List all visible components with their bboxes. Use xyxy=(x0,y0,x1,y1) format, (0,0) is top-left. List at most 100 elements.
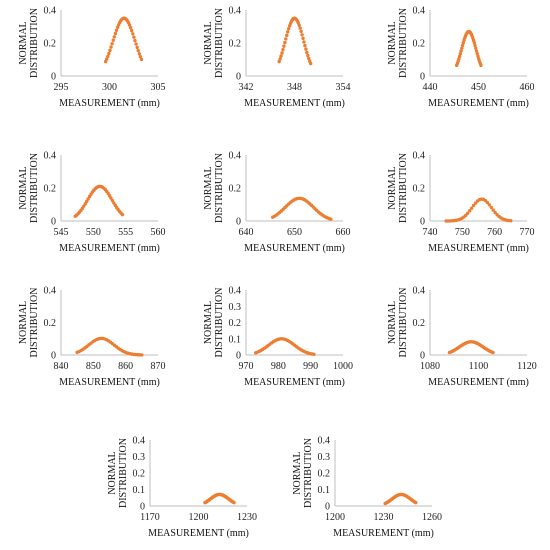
y-tick-label: 0.2 xyxy=(413,184,426,195)
data-point xyxy=(466,211,470,215)
data-point xyxy=(300,33,304,37)
y-tick-label: 0.1 xyxy=(229,334,242,345)
x-tick-label: 300 xyxy=(102,82,117,93)
x-axis-label: MEASUREMENT (mm) xyxy=(59,377,160,388)
x-axis-label: MEASUREMENT (mm) xyxy=(333,528,434,539)
y-axis-label-line: NORMAL xyxy=(18,301,29,344)
y-axis-label-line: DISTRIBUTION xyxy=(29,153,40,223)
x-tick-label: 1230 xyxy=(374,512,394,523)
y-tick-label: 0.2 xyxy=(44,318,57,329)
y-axis-label: NORMALDISTRIBUTION xyxy=(203,153,225,223)
y-tick-label: 0.2 xyxy=(44,184,57,195)
data-point xyxy=(491,208,495,212)
x-tick-label: 850 xyxy=(86,361,101,372)
data-point xyxy=(308,61,313,66)
data-point xyxy=(460,43,465,48)
data-point xyxy=(108,48,112,53)
data-point xyxy=(105,57,109,61)
y-axis-label-line: NORMAL xyxy=(203,166,214,209)
data-point xyxy=(475,52,479,56)
x-axis-label: MEASUREMENT (mm) xyxy=(244,243,345,254)
data-point xyxy=(509,219,513,223)
y-axis-label: NORMALDISTRIBUTION xyxy=(387,8,409,78)
x-tick-label: 550 xyxy=(86,227,101,238)
data-point xyxy=(469,206,474,210)
y-tick-label: 0.3 xyxy=(133,452,146,463)
x-tick-label: 990 xyxy=(303,361,318,372)
data-point xyxy=(329,217,333,221)
data-point xyxy=(493,210,497,215)
data-point xyxy=(479,63,483,68)
y-tick-label: 0.4 xyxy=(229,151,242,162)
y-tick-label: 0.4 xyxy=(133,436,146,447)
y-tick-label: 0 xyxy=(420,351,425,362)
y-tick-label: 0.4 xyxy=(44,6,57,17)
data-point xyxy=(284,37,288,41)
x-tick-label: 1200 xyxy=(325,512,345,523)
data-point xyxy=(460,46,464,50)
y-axis-label-line: DISTRIBUTION xyxy=(214,153,225,223)
data-point xyxy=(471,203,476,208)
data-point xyxy=(107,51,111,56)
y-axis-label-line: NORMAL xyxy=(387,301,398,344)
data-point xyxy=(138,55,143,59)
y-axis-label-line: NORMAL xyxy=(18,21,29,64)
data-point xyxy=(282,44,286,48)
data-point xyxy=(120,212,125,217)
x-axis-label: MEASUREMENT (mm) xyxy=(244,98,345,109)
x-tick-label: 1230 xyxy=(237,512,257,523)
data-point xyxy=(133,38,137,43)
data-point xyxy=(286,26,291,31)
data-point xyxy=(304,47,308,51)
data-point xyxy=(467,209,472,213)
y-axis-label: NORMALDISTRIBUTION xyxy=(203,288,225,358)
data-point xyxy=(301,36,305,41)
y-tick-label: 0.3 xyxy=(229,302,242,313)
y-tick-label: 0.4 xyxy=(413,151,426,162)
data-point xyxy=(113,31,118,36)
y-axis-label-line: NORMAL xyxy=(18,166,29,209)
x-tick-label: 760 xyxy=(487,227,502,238)
data-point xyxy=(137,52,142,56)
x-tick-label: 750 xyxy=(455,227,470,238)
y-axis-label-line: DISTRIBUTION xyxy=(398,8,409,78)
x-axis-label: MEASUREMENT (mm) xyxy=(59,98,160,109)
x-tick-label: 348 xyxy=(287,82,302,93)
data-point xyxy=(298,26,302,30)
y-axis-label-line: DISTRIBUTION xyxy=(214,8,225,78)
data-point xyxy=(280,51,284,55)
data-point xyxy=(285,33,289,38)
x-tick-label: 840 xyxy=(54,361,69,372)
y-tick-label: 0.3 xyxy=(318,452,331,463)
data-point xyxy=(297,23,301,28)
y-axis-label: NORMALDISTRIBUTION xyxy=(292,438,314,508)
data-point xyxy=(474,46,478,50)
x-tick-label: 660 xyxy=(336,227,351,238)
x-tick-label: 870 xyxy=(151,361,166,372)
x-tick-label: 560 xyxy=(151,227,166,238)
data-point xyxy=(279,54,283,58)
data-point xyxy=(491,350,495,355)
y-axis-label-line: DISTRIBUTION xyxy=(398,288,409,358)
y-tick-label: 0 xyxy=(51,217,56,228)
y-tick-label: 0 xyxy=(420,217,425,228)
y-tick-label: 0.2 xyxy=(413,39,426,50)
data-point xyxy=(111,38,115,42)
data-point xyxy=(303,43,307,48)
data-point xyxy=(459,49,463,53)
y-tick-label: 0.2 xyxy=(44,39,57,50)
data-point xyxy=(305,50,309,55)
x-tick-label: 1100 xyxy=(469,361,489,372)
data-point xyxy=(109,45,113,49)
y-axis-label-line: DISTRIBUTION xyxy=(398,153,409,223)
data-point xyxy=(232,500,236,505)
data-point xyxy=(472,41,477,45)
data-point xyxy=(110,41,114,46)
data-point xyxy=(277,59,281,64)
x-tick-label: 295 xyxy=(54,82,69,93)
y-tick-label: 0 xyxy=(236,217,241,228)
y-tick-label: 0.4 xyxy=(413,286,426,297)
data-point xyxy=(281,47,285,52)
data-point xyxy=(286,30,290,34)
data-point xyxy=(299,29,303,34)
